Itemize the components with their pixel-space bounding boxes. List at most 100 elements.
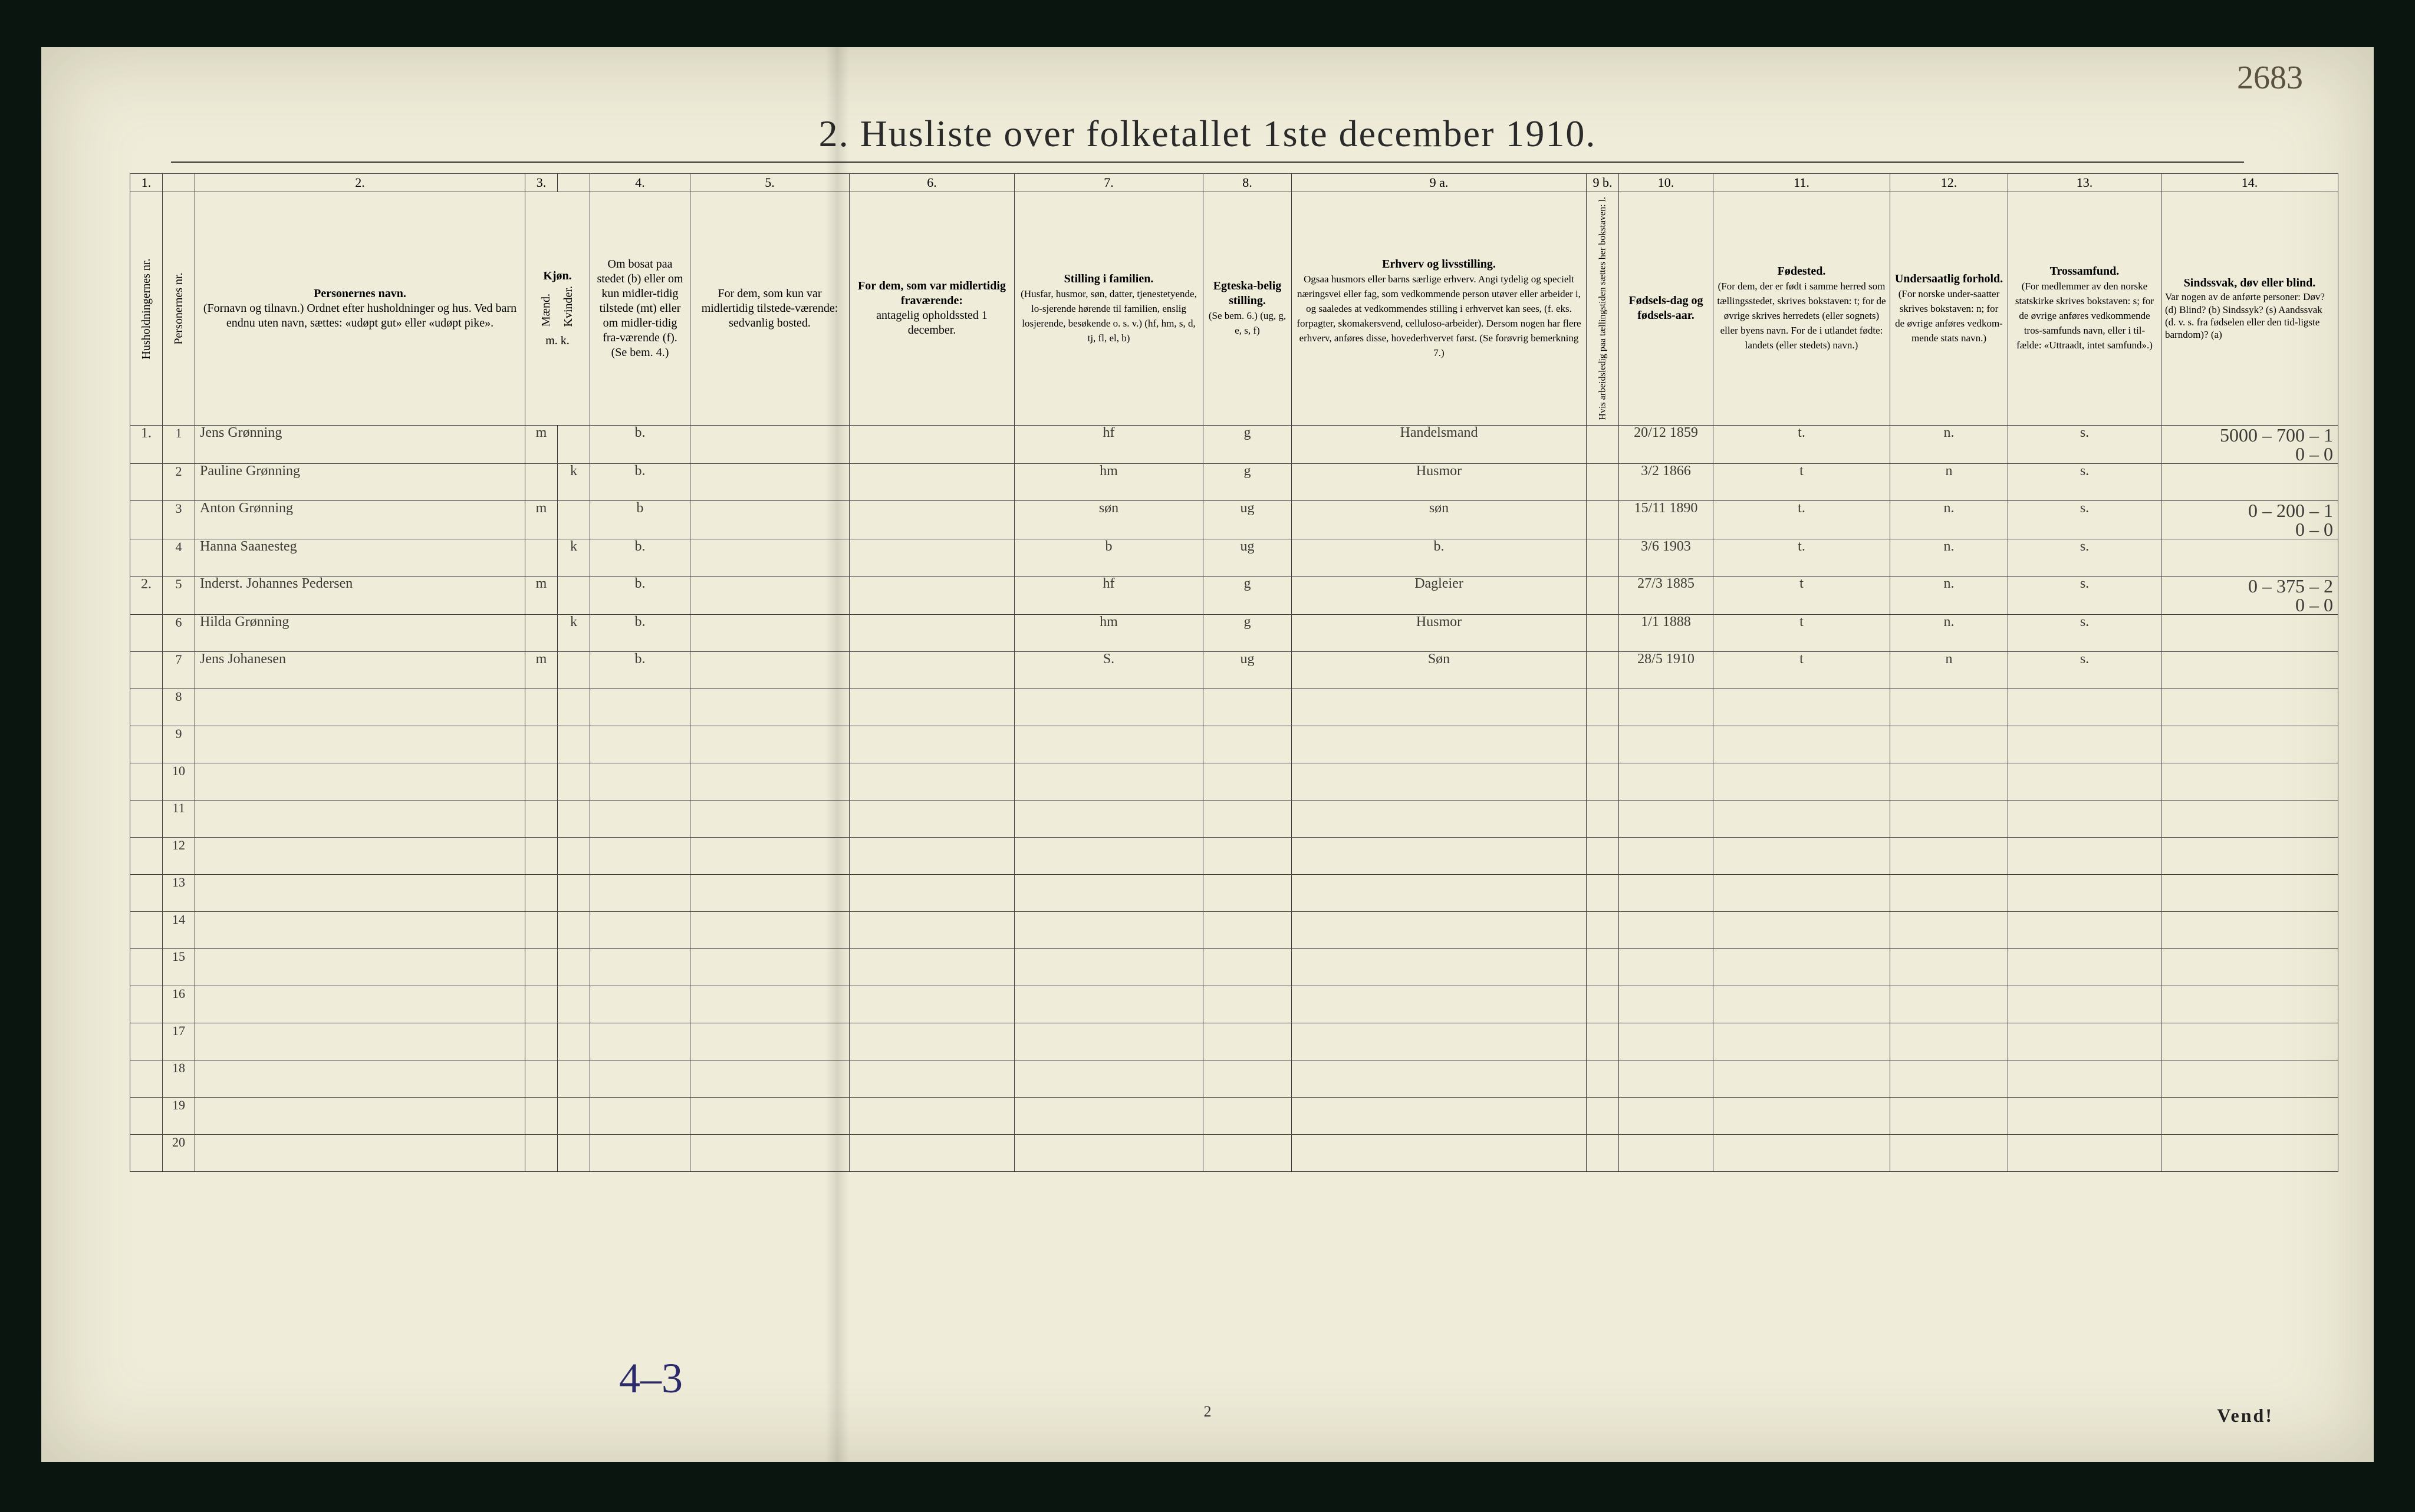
cell-unemployed <box>1587 463 1619 500</box>
header-nationality-title: Undersaatlig forhold. <box>1895 272 2003 285</box>
cell-residence: b <box>590 500 690 539</box>
cell-sex-k: k <box>558 614 590 651</box>
cell-family-pos: hf <box>1015 576 1203 614</box>
header-occupation: Erhverv og livsstilling. Ogsaa husmors e… <box>1292 192 1587 426</box>
header-temp-present-title: For dem, som kun var midlertidig tilsted… <box>702 287 838 315</box>
cell-empty <box>2161 948 2338 986</box>
cell-empty <box>590 1097 690 1134</box>
cell-empty <box>1587 726 1619 763</box>
cell-occupation: b. <box>1292 539 1587 576</box>
cell-empty <box>1713 874 1890 911</box>
table-row: 13 <box>130 874 2338 911</box>
cell-empty <box>2161 911 2338 948</box>
cell-empty <box>1713 911 1890 948</box>
header-religion: Trossamfund. (For medlemmer av den norsk… <box>2008 192 2161 426</box>
cell-empty <box>1890 837 2008 874</box>
cell-empty <box>590 986 690 1023</box>
cell-empty <box>1890 800 2008 837</box>
cell-disability <box>2161 614 2338 651</box>
cell-empty <box>590 1060 690 1097</box>
cell-disability <box>2161 651 2338 689</box>
cell-religion: s. <box>2008 425 2161 463</box>
cell-empty <box>2161 800 2338 837</box>
header-religion-sub: (For medlemmer av den norske statskirke … <box>2015 281 2154 351</box>
cell-empty <box>1203 874 1292 911</box>
cell-empty <box>1015 874 1203 911</box>
header-birthdate-title: Fødsels-dag og fødsels-aar. <box>1628 294 1703 322</box>
cell-empty <box>130 837 163 874</box>
table-row: 6Hilda Grønningkb.hmgHusmor1/1 1888tn.s. <box>130 614 2338 651</box>
header-names-title: Personernes navn. <box>314 287 406 300</box>
cell-empty <box>850 1134 1015 1171</box>
header-marital-sub: (Se bem. 6.) (ug, g, e, s, f) <box>1209 310 1286 336</box>
cell-empty <box>2008 800 2161 837</box>
cell-empty <box>1619 800 1713 837</box>
cell-empty <box>1890 911 2008 948</box>
cell-empty <box>850 1060 1015 1097</box>
cell-family-pos: hm <box>1015 614 1203 651</box>
cell-empty <box>590 948 690 986</box>
cell-empty <box>690 948 850 986</box>
cell-empty <box>195 911 525 948</box>
cell-sex-k <box>558 500 590 539</box>
column-number: 2. <box>195 174 525 192</box>
cell-empty <box>130 800 163 837</box>
cell-empty <box>558 1060 590 1097</box>
cell-religion: s. <box>2008 614 2161 651</box>
column-number: 12. <box>1890 174 2008 192</box>
cell-empty <box>1203 800 1292 837</box>
cell-occupation: søn <box>1292 500 1587 539</box>
cell-empty <box>1015 986 1203 1023</box>
cell-empty <box>2008 1097 2161 1134</box>
cell-empty <box>590 689 690 726</box>
cell-temp-absent <box>850 425 1015 463</box>
table-row: 7Jens Johanesenmb.S.ugSøn28/5 1910tns. <box>130 651 2338 689</box>
cell-empty <box>1587 763 1619 800</box>
column-number: 9 a. <box>1292 174 1587 192</box>
cell-household-nr <box>130 500 163 539</box>
table-row: 9 <box>130 726 2338 763</box>
cell-empty <box>1619 948 1713 986</box>
header-residence-foot: (Se bem. 4.) <box>611 346 669 359</box>
cell-sex-m: m <box>525 651 558 689</box>
cell-temp-absent <box>850 651 1015 689</box>
hand-annotation-bottom: 4–3 <box>619 1354 683 1403</box>
cell-nationality: n. <box>1890 614 2008 651</box>
cell-person-nr: 17 <box>163 1023 195 1060</box>
column-number: 6. <box>850 174 1015 192</box>
cell-person-nr: 12 <box>163 837 195 874</box>
cell-empty <box>1890 1023 2008 1060</box>
table-row: 12 <box>130 837 2338 874</box>
header-temp-absent-sub: antagelig opholdssted 1 december. <box>876 309 988 337</box>
column-number: 7. <box>1015 174 1203 192</box>
cell-empty <box>130 1097 163 1134</box>
header-sex-title: Kjøn. <box>543 269 571 282</box>
cell-person-nr: 18 <box>163 1060 195 1097</box>
cell-name: Hanna Saanesteg <box>195 539 525 576</box>
cell-person-nr: 7 <box>163 651 195 689</box>
cell-empty <box>2161 1060 2338 1097</box>
cell-empty <box>2008 1134 2161 1171</box>
cell-birthplace: t. <box>1713 539 1890 576</box>
cell-person-nr: 2 <box>163 463 195 500</box>
table-row: 18 <box>130 1060 2338 1097</box>
cell-family-pos: hf <box>1015 425 1203 463</box>
cell-person-nr: 6 <box>163 614 195 651</box>
cell-occupation: Husmor <box>1292 463 1587 500</box>
cell-empty <box>558 1097 590 1134</box>
cell-birthplace: t <box>1713 651 1890 689</box>
cell-residence: b. <box>590 576 690 614</box>
cell-temp-present <box>690 539 850 576</box>
cell-empty <box>690 1023 850 1060</box>
cell-temp-absent <box>850 500 1015 539</box>
cell-person-nr: 13 <box>163 874 195 911</box>
cell-empty <box>558 1023 590 1060</box>
cell-empty <box>1587 837 1619 874</box>
cell-empty <box>690 1097 850 1134</box>
cell-empty <box>590 800 690 837</box>
cell-empty <box>195 726 525 763</box>
cell-religion: s. <box>2008 651 2161 689</box>
cell-temp-present <box>690 614 850 651</box>
cell-empty <box>558 1134 590 1171</box>
cell-empty <box>590 874 690 911</box>
